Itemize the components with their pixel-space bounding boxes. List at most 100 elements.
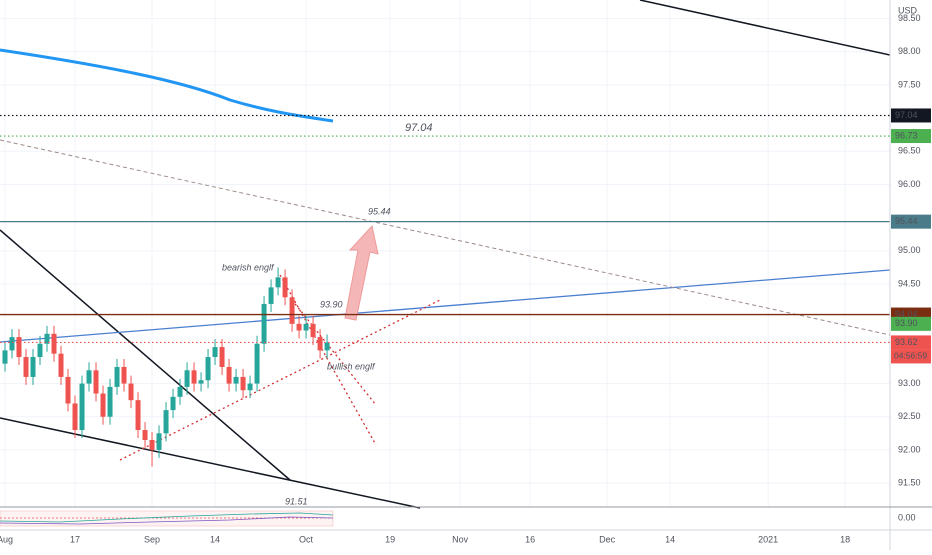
- candle-body: [177, 386, 183, 397]
- candle-body: [16, 337, 22, 358]
- trendline: [639, 0, 891, 56]
- candle-body: [128, 383, 134, 401]
- price-label: 97.04: [895, 110, 918, 120]
- price-label: 93.90: [895, 318, 918, 328]
- candle-body: [268, 287, 274, 304]
- candle-body: [44, 333, 50, 344]
- x-tick-label: Nov: [452, 534, 469, 544]
- indicator-line: [0, 512, 334, 523]
- candle-body: [275, 277, 281, 288]
- x-tick-label: 18: [840, 534, 850, 544]
- candle-body: [310, 323, 316, 338]
- dashed-trendline: [0, 139, 891, 336]
- x-tick-label: 17: [70, 534, 80, 544]
- candle-body: [51, 333, 57, 354]
- indicator-band: [0, 510, 334, 527]
- trendline: [0, 229, 291, 481]
- candle-body: [37, 343, 43, 358]
- y-tick-label: 98.00: [898, 46, 921, 56]
- indicator-tick-label: 0.00: [898, 512, 916, 522]
- x-tick-label: 19: [385, 534, 395, 544]
- candle-body: [93, 370, 99, 394]
- price-label: 93.62: [895, 337, 918, 347]
- candle-body: [184, 370, 190, 387]
- candle-body: [72, 403, 78, 431]
- price-axis: 98.50 98.00 97.50 96.50 96.00 95.00 94.50 93.00…: [891, 13, 931, 522]
- price-label: 95.44: [895, 216, 918, 226]
- y-tick-label: 96.50: [898, 146, 921, 156]
- candle-body: [254, 343, 260, 384]
- candle-body: [2, 350, 8, 364]
- candle-body: [30, 357, 36, 377]
- y-tick-label: 93.00: [898, 378, 921, 388]
- trendline: [0, 417, 421, 509]
- candle-body: [156, 433, 162, 450]
- annotation: bearish englf: [222, 262, 275, 272]
- annotation: 95.44: [368, 206, 391, 216]
- candle-body: [198, 380, 204, 384]
- candle-body: [86, 370, 92, 384]
- price-label: 96.73: [895, 130, 918, 140]
- y-tick-label: 95.00: [898, 245, 921, 255]
- y-tick-label: 92.50: [898, 411, 921, 421]
- y-tick-label: 94.50: [898, 278, 921, 288]
- indicator-line: [0, 516, 334, 525]
- candle-body: [135, 400, 141, 431]
- candle-body: [240, 376, 246, 391]
- candle-body: [121, 366, 127, 384]
- candle-body: [289, 297, 295, 324]
- candle-body: [65, 376, 71, 404]
- candle-body: [324, 342, 330, 351]
- annotation: 97.04: [405, 122, 433, 134]
- y-tick-label: 98.50: [898, 13, 921, 23]
- candle-body: [107, 386, 113, 417]
- candle-body: [317, 337, 323, 351]
- x-tick-label: 2021: [758, 534, 778, 544]
- candle-body: [191, 370, 197, 384]
- x-tick-label: Sep: [144, 534, 160, 544]
- candle-body: [282, 277, 288, 298]
- price-label: 94.04: [895, 309, 918, 319]
- candle-body: [219, 347, 225, 367]
- x-tick-label: 16: [525, 534, 535, 544]
- x-tick-label: Aug: [0, 534, 13, 544]
- currency-label: USD: [898, 5, 918, 15]
- arrow: [344, 224, 379, 321]
- candle-body: [149, 439, 155, 450]
- annotation: bullish englf: [327, 361, 376, 371]
- trendline: [0, 269, 891, 343]
- plot-area: bearish englf bullish englf 97.04 95.44 93.9…: [0, 114, 890, 506]
- y-tick-label: 96.00: [898, 179, 921, 189]
- candle-body: [303, 323, 309, 331]
- annotation: 91.51: [285, 496, 308, 506]
- countdown-box: [891, 349, 931, 364]
- price-label-box: [891, 335, 931, 350]
- candle-body: [163, 410, 169, 434]
- price-label-box: [891, 316, 931, 331]
- candle-body: [9, 337, 15, 351]
- candle-body: [142, 430, 148, 440]
- candle-body: [58, 353, 64, 377]
- candle-body: [79, 383, 85, 431]
- candle-body: [170, 396, 176, 411]
- price-label-box: [891, 214, 931, 229]
- x-tick-label: Dec: [599, 534, 616, 544]
- candle-body: [205, 357, 211, 381]
- price-label-box: [891, 129, 931, 144]
- x-tick-label: Oct: [299, 534, 314, 544]
- y-tick-label: 97.50: [898, 79, 921, 89]
- annotation: 93.90: [320, 299, 343, 309]
- price-label-box: [891, 108, 931, 123]
- candle-body: [114, 366, 120, 387]
- candle-body: [261, 303, 267, 344]
- candle-body: [233, 376, 239, 384]
- indicator-pane: [0, 510, 334, 527]
- candle-body: [23, 357, 29, 377]
- candle-body: [296, 323, 302, 331]
- countdown: 04:56:59: [894, 351, 927, 361]
- candle-body: [212, 347, 218, 358]
- y-tick-label: 91.50: [898, 477, 921, 487]
- y-tick-label: 92.00: [898, 444, 921, 454]
